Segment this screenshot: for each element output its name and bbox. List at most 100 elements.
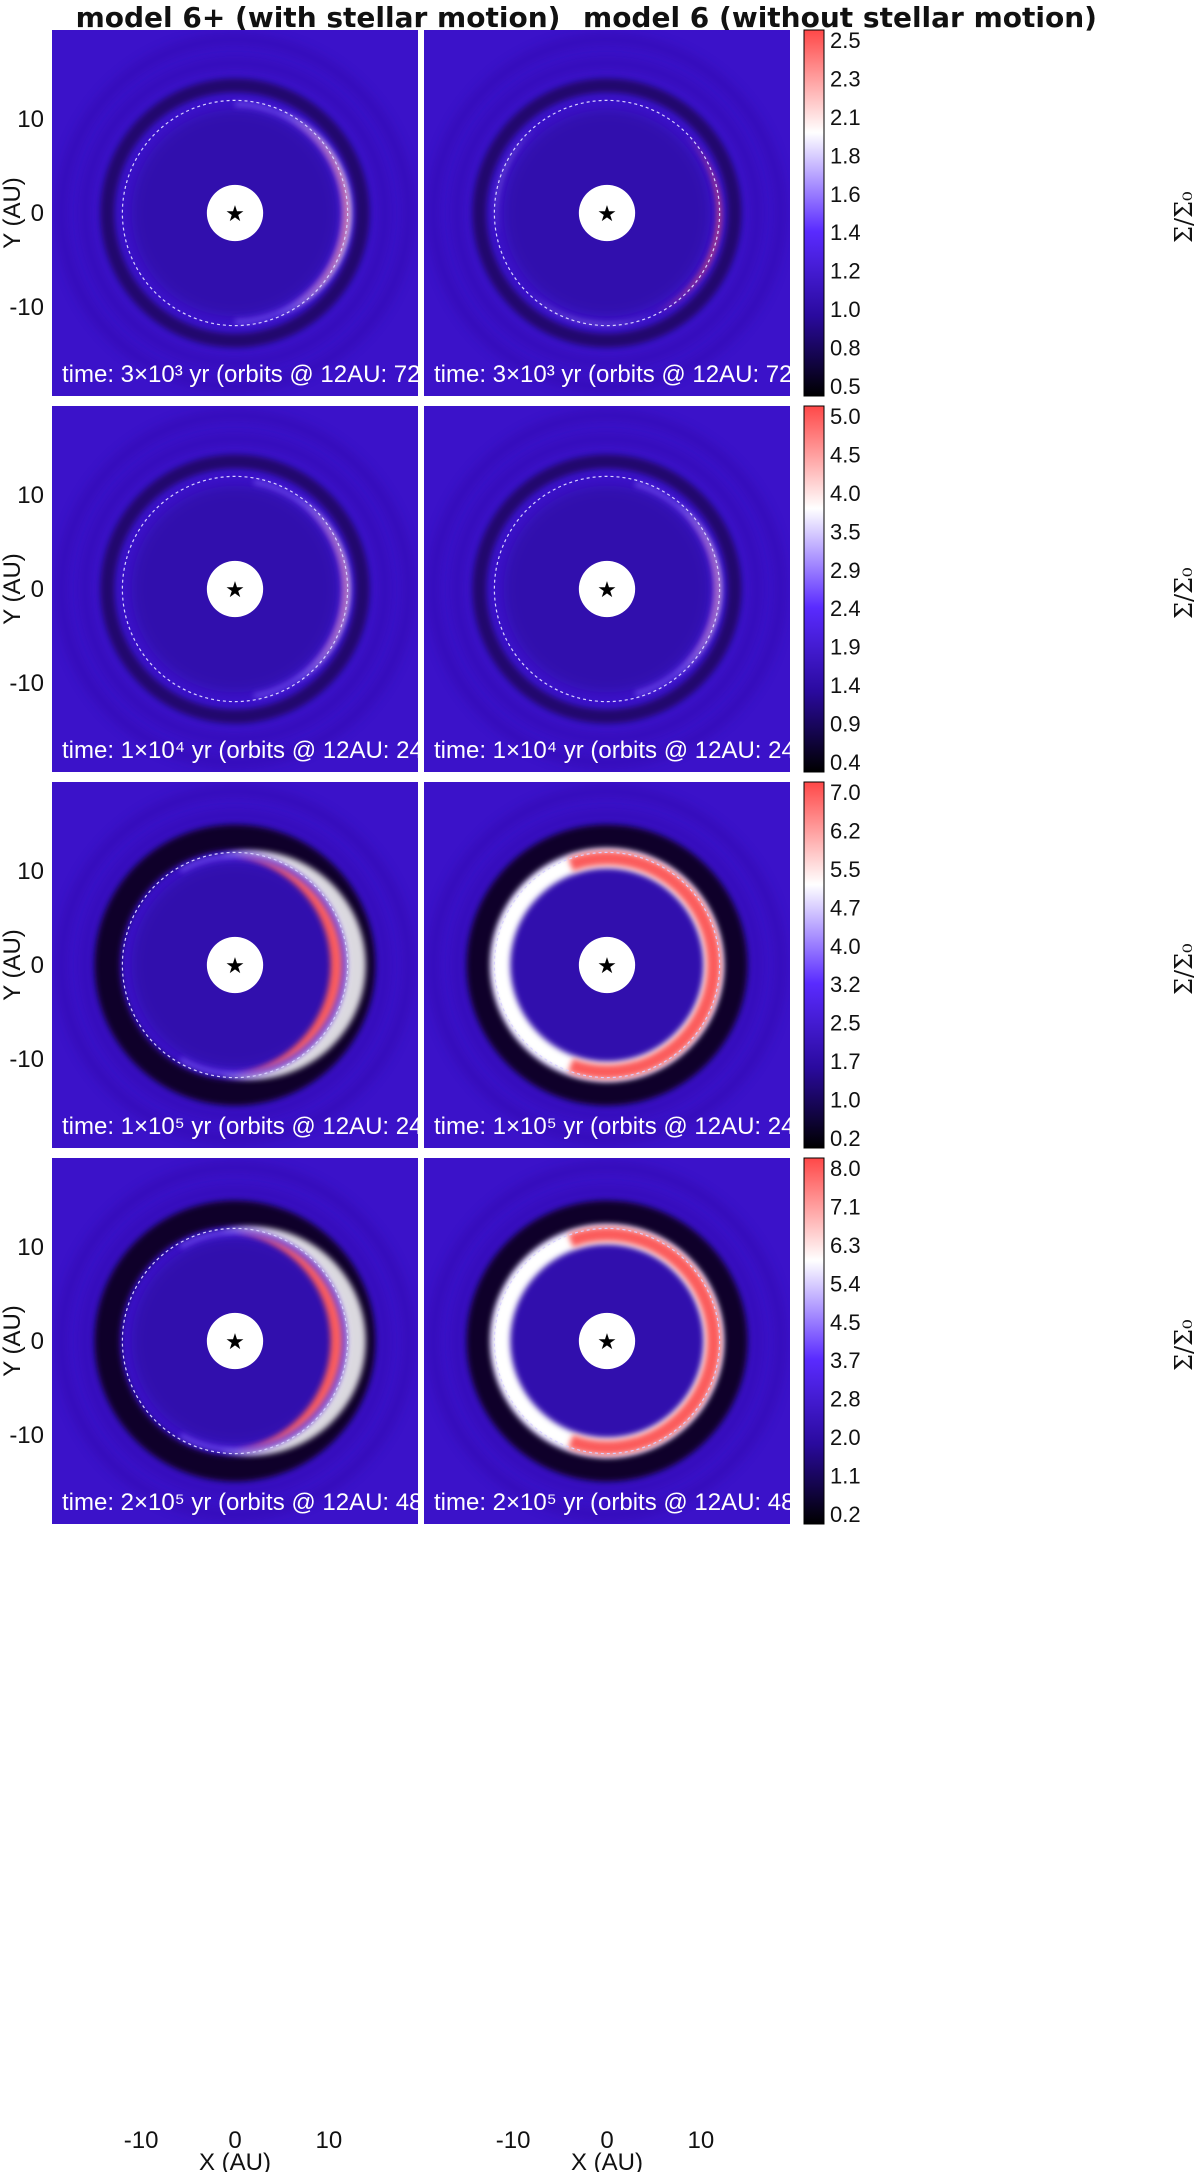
- panel-r2-c1: ★ time: 1×10⁴ yr (orbits @ 12AU: 240): [52, 406, 418, 772]
- density-wave-1: [81, 811, 389, 1119]
- panel-r3-c2: ★ time: 1×10⁵ yr (orbits @ 12AU: 2405): [424, 782, 790, 1148]
- depleted-zone: [100, 78, 370, 348]
- inner-boundary-hole: [206, 560, 264, 618]
- y-tick-label: -10: [9, 1422, 44, 1449]
- y-tick-label: -10: [9, 294, 44, 321]
- x-axis-label: X (AU): [199, 2149, 271, 2172]
- colorbar-gradient: [803, 1157, 825, 1525]
- panel-r4-c1: ★ time: 2×10⁵ yr (orbits @ 12AU: 4811): [52, 1158, 455, 1524]
- orbit-reference-circle: [493, 851, 721, 1079]
- orbit-reference-circle: [493, 99, 721, 327]
- depleted-zone: [466, 824, 748, 1106]
- y-tick-label: 0: [31, 200, 44, 227]
- panel-content: ★ time: 2×10⁵ yr (orbits @ 12AU: 4811): [424, 1158, 790, 1524]
- inner-boundary-hole: [206, 184, 264, 242]
- inner-boundary-hole: [206, 1312, 264, 1370]
- column-title-left: model 6+ (with stellar motion): [76, 1, 561, 34]
- vortex-tail: [179, 853, 347, 1077]
- colorbar-tick-label: 4.0: [830, 481, 861, 506]
- ring-peak: [568, 1227, 721, 1455]
- density-wave-2: [58, 36, 412, 390]
- density-wave-1: [453, 811, 761, 1119]
- density-wave-2: [430, 412, 784, 766]
- time-label: time: 3×10³ yr (orbits @ 12AU: 72): [434, 361, 801, 388]
- colorbar-tick-label: 3.5: [830, 519, 861, 544]
- star-icon: ★: [597, 578, 617, 603]
- panel-content: ★ time: 1×10⁴ yr (orbits @ 12AU: 240): [52, 406, 418, 772]
- y-axis-label: Y (AU): [0, 1305, 26, 1377]
- orbit-reference-circle: [121, 475, 349, 703]
- x-tick-label: -10: [124, 2127, 159, 2154]
- panel-content: ★ time: 1×10⁵ yr (orbits @ 12AU: 2405): [52, 782, 418, 1148]
- y-tick-label: 10: [17, 106, 44, 133]
- density-wave-2: [430, 788, 784, 1142]
- colorbar-gradient: [803, 29, 825, 397]
- colorbar-tick-label: 0.5: [830, 374, 861, 399]
- panel-r1-c2: ★ time: 3×10³ yr (orbits @ 12AU: 72): [424, 30, 801, 396]
- colorbar-tick-label: 7.0: [830, 780, 861, 805]
- panels-grid: ★ time: 3×10³ yr (orbits @ 12AU: 72) ★ time…: [52, 30, 816, 1524]
- panel-r4-c2: ★ time: 2×10⁵ yr (orbits @ 12AU: 4811): [424, 1158, 790, 1524]
- vortex-tail: [179, 1229, 347, 1453]
- depleted-zone: [466, 1200, 748, 1482]
- y-tick-label: 0: [31, 952, 44, 979]
- colorbar-tick-label: 5.4: [830, 1271, 861, 1296]
- density-wave-1: [453, 59, 761, 367]
- depleted-zone: [472, 454, 742, 724]
- vortex-tail: [253, 479, 347, 699]
- colorbar-label: Σ/Σ₀: [1170, 567, 1198, 619]
- colorbar-row-1: 2.5 2.3 2.1 1.8 1.6 1.4 1.2 1.0 0.8 0.5 Σ/Σ₀: [803, 28, 1198, 399]
- vortex-crescent: [653, 134, 721, 314]
- colorbar-tick-label: 3.2: [830, 972, 861, 997]
- colorbar-tick-label: 6.2: [830, 818, 861, 843]
- orbit-reference-circle: [121, 99, 349, 327]
- star-icon: ★: [225, 202, 245, 227]
- x-tick-label: 0: [600, 2127, 613, 2154]
- colorbar-tick-label: 1.4: [830, 220, 861, 245]
- density-wave-2: [430, 1164, 784, 1518]
- colorbar-tick-label: 2.9: [830, 558, 861, 583]
- colorbar-tick-label: 1.0: [830, 1088, 861, 1113]
- colorbar-tick-label: 3.7: [830, 1348, 861, 1373]
- colorbar-tick-label: 1.8: [830, 143, 861, 168]
- colorbar-tick-label: 1.2: [830, 259, 861, 284]
- colorbar-row-3: 7.0 6.2 5.5 4.7 4.0 3.2 2.5 1.7 1.0 0.2 Σ/Σ₀: [803, 780, 1198, 1151]
- colorbar-tick-label: 5.0: [830, 404, 861, 429]
- colorbar-tick-label: 0.2: [830, 1126, 861, 1151]
- density-wave-1: [81, 435, 389, 743]
- axes: 10 0 -10 Y (AU) 10 0 -10 Y (AU) 10 0 -10 Y (AU) 10 0 -…: [0, 106, 714, 2172]
- colorbar-tick-label: 1.1: [830, 1464, 861, 1489]
- vortex-crescent: [235, 1232, 344, 1450]
- colorbar-tick-label: 0.8: [830, 336, 861, 361]
- density-wave-2: [58, 412, 412, 766]
- colorbar-gradient: [803, 405, 825, 773]
- panel-r3-c1: ★ time: 1×10⁵ yr (orbits @ 12AU: 2405): [52, 782, 418, 1148]
- colorbar-tick-label: 6.3: [830, 1233, 861, 1258]
- colorbar-tick-label: 5.5: [830, 857, 861, 882]
- y-tick-label: 0: [31, 1328, 44, 1355]
- star-icon: ★: [225, 954, 245, 979]
- colorbar-tick-label: 1.7: [830, 1049, 861, 1074]
- density-wave-1: [453, 1187, 761, 1495]
- colorbar-label: Σ/Σ₀: [1170, 1319, 1198, 1371]
- time-label: time: 2×10⁵ yr (orbits @ 12AU: 4811): [62, 1489, 455, 1516]
- colorbar-tick-label: 2.3: [830, 66, 861, 91]
- orbit-reference-circle: [121, 1227, 349, 1455]
- time-label: time: 1×10⁴ yr (orbits @ 12AU: 240): [434, 737, 816, 764]
- vortex-halo: [673, 500, 722, 678]
- x-tick-label: 10: [315, 2127, 342, 2154]
- density-wave-1: [81, 1187, 389, 1495]
- depleted-zone: [472, 78, 742, 348]
- colorbar-tick-label: 0.2: [830, 1502, 861, 1527]
- x-tick-label: 10: [687, 2127, 714, 2154]
- star-icon: ★: [597, 1330, 617, 1355]
- x-tick-label: -10: [496, 2127, 531, 2154]
- colorbar-tick-label: 1.0: [830, 297, 861, 322]
- colorbar-row-2: 5.0 4.5 4.0 3.5 2.9 2.4 1.9 1.4 0.9 0.4 Σ/Σ₀: [803, 404, 1198, 775]
- colorbar-tick-label: 2.0: [830, 1425, 861, 1450]
- colorbar-gradient: [803, 781, 825, 1149]
- x-tick-label: 0: [228, 2127, 241, 2154]
- colorbar-tick-label: 8.0: [830, 1156, 861, 1181]
- panel-content: ★ time: 3×10³ yr (orbits @ 12AU: 72): [52, 30, 418, 396]
